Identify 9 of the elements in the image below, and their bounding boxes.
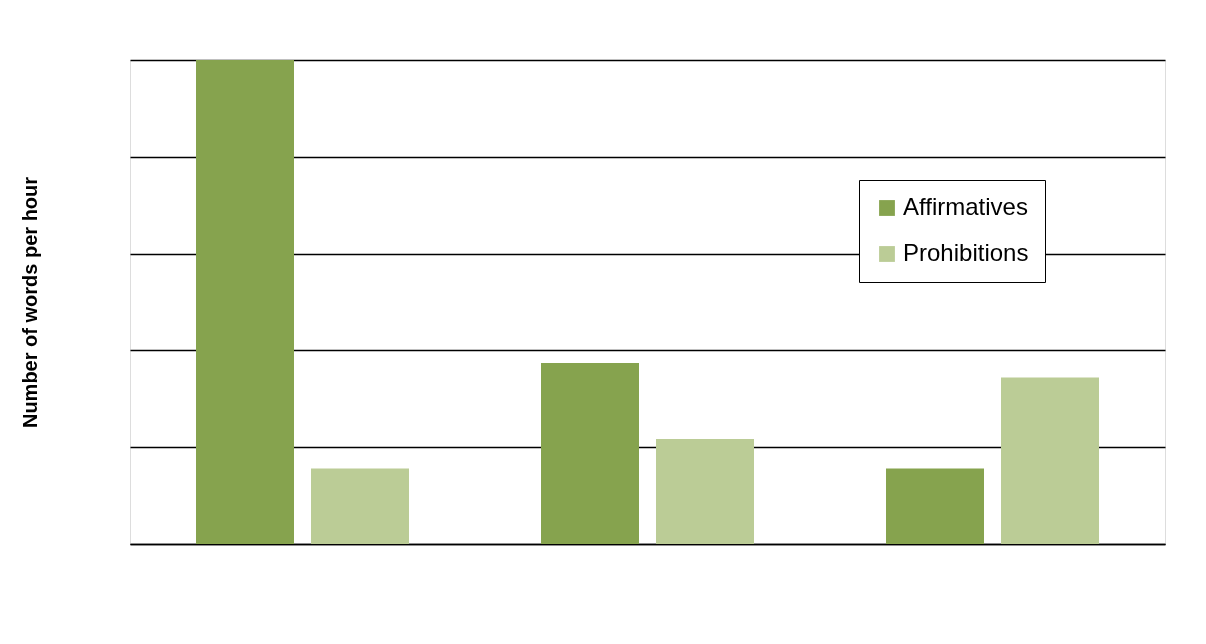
legend-label: Prohibitions — [903, 239, 1029, 266]
bar — [541, 362, 639, 544]
bar — [196, 60, 294, 544]
y-axis-title: Number of words per hour — [18, 176, 41, 429]
bar — [656, 438, 754, 544]
bar — [1001, 377, 1099, 544]
bar — [886, 468, 984, 544]
bar — [311, 468, 409, 544]
legend-label: Affirmatives — [903, 193, 1028, 220]
